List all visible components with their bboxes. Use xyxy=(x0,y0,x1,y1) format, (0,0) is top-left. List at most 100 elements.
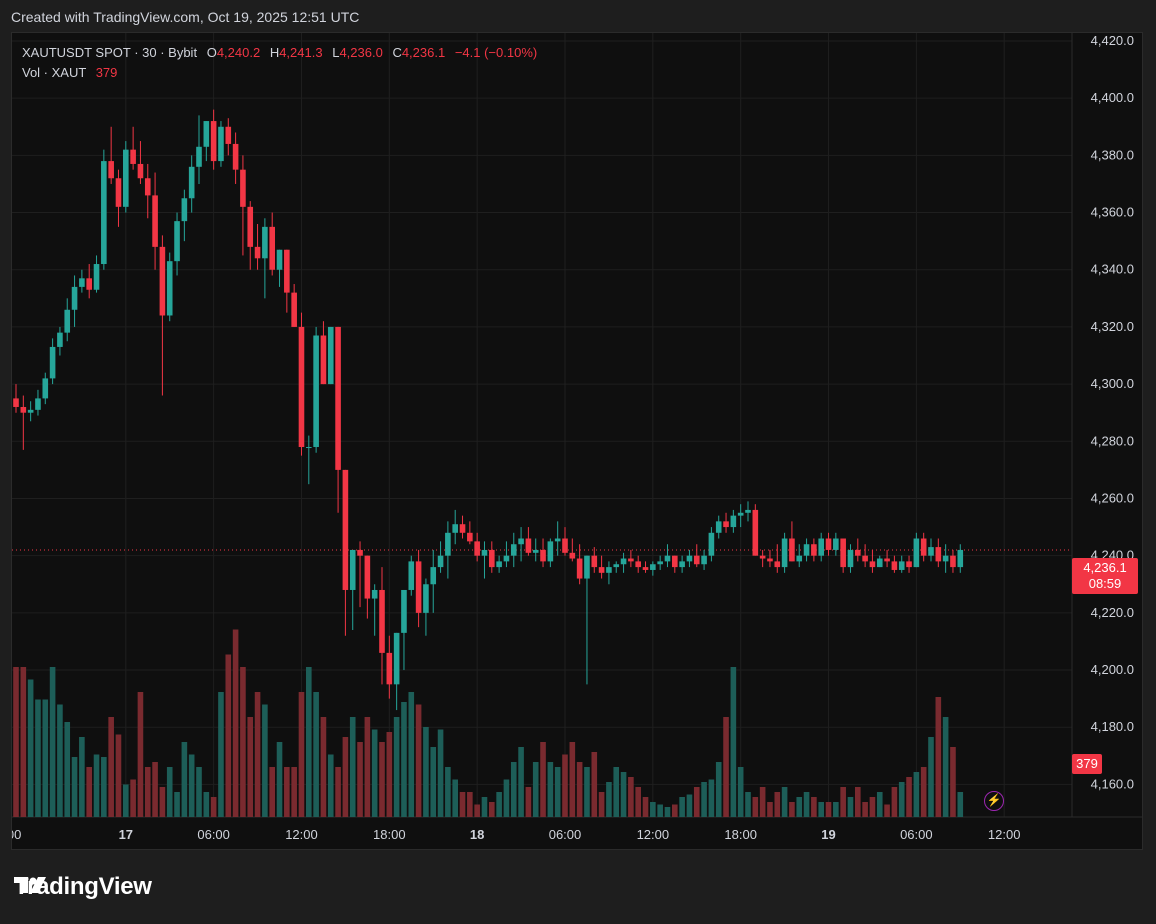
candle-body[interactable] xyxy=(188,166,195,199)
candle-body[interactable] xyxy=(672,555,678,568)
candle-body[interactable] xyxy=(876,558,883,568)
candle-body[interactable] xyxy=(833,538,839,550)
candle-body[interactable] xyxy=(569,552,576,559)
candle-body[interactable] xyxy=(93,264,100,290)
candle-body[interactable] xyxy=(576,558,583,579)
candle-body[interactable] xyxy=(767,558,773,562)
candle-body[interactable] xyxy=(774,561,781,568)
candle-body[interactable] xyxy=(49,346,56,379)
candle-body[interactable] xyxy=(327,326,334,385)
candle-body[interactable] xyxy=(664,555,671,562)
candle-body[interactable] xyxy=(789,538,795,562)
candle-body[interactable] xyxy=(101,161,107,265)
candle-body[interactable] xyxy=(686,555,693,562)
candle-body[interactable] xyxy=(803,544,810,556)
candle-body[interactable] xyxy=(137,163,144,179)
candle-body[interactable] xyxy=(745,509,751,513)
candle-body[interactable] xyxy=(657,561,663,565)
candle-body[interactable] xyxy=(430,567,437,585)
legend-vol-label[interactable]: Vol · XAUT xyxy=(22,65,87,80)
candle-body[interactable] xyxy=(13,398,19,407)
candlestick-chart[interactable]: 4,420.0 4,400.0 4,380.0 4,360.0 4,340.0 4,320… xyxy=(12,33,1142,849)
candle-body[interactable] xyxy=(474,541,480,556)
candle-body[interactable] xyxy=(452,524,458,533)
candle-body[interactable] xyxy=(284,249,290,293)
candle-body[interactable] xyxy=(540,549,546,562)
candle-body[interactable] xyxy=(313,335,319,448)
candle-body[interactable] xyxy=(781,538,788,568)
candle-body[interactable] xyxy=(210,121,217,162)
candle-body[interactable] xyxy=(445,532,451,556)
candle-body[interactable] xyxy=(730,515,737,528)
candle-body[interactable] xyxy=(262,226,268,259)
candle-body[interactable] xyxy=(898,561,905,570)
candle-body[interactable] xyxy=(467,532,473,542)
candle-body[interactable] xyxy=(79,278,85,287)
candle-body[interactable] xyxy=(232,143,239,170)
candle-body[interactable] xyxy=(503,555,510,562)
candle-body[interactable] xyxy=(415,561,422,613)
candle-body[interactable] xyxy=(928,547,934,556)
candle-body[interactable] xyxy=(379,589,385,653)
candle-body[interactable] xyxy=(855,549,861,556)
candle-body[interactable] xyxy=(298,326,305,448)
candle-body[interactable] xyxy=(606,567,612,573)
candle-body[interactable] xyxy=(869,561,876,568)
candle-body[interactable] xyxy=(862,555,868,562)
legend-symbol[interactable]: XAUTUSDT SPOT · 30 · Bybit xyxy=(22,45,198,60)
candle-body[interactable] xyxy=(920,538,927,556)
candle-body[interactable] xyxy=(715,521,722,533)
candle-body[interactable] xyxy=(825,538,832,550)
candle-body[interactable] xyxy=(393,632,400,685)
candle-body[interactable] xyxy=(562,538,568,553)
candle-body[interactable] xyxy=(386,652,393,685)
candle-body[interactable] xyxy=(86,278,92,290)
candle-body[interactable] xyxy=(840,538,846,568)
candle-body[interactable] xyxy=(942,555,949,562)
candle-body[interactable] xyxy=(166,261,173,316)
chart-panel[interactable]: 4,420.0 4,400.0 4,380.0 4,360.0 4,340.0 4,320… xyxy=(11,32,1143,850)
candle-body[interactable] xyxy=(364,555,371,599)
candle-body[interactable] xyxy=(510,544,517,556)
candle-body[interactable] xyxy=(518,538,524,545)
candle-body[interactable] xyxy=(811,544,817,556)
candle-body[interactable] xyxy=(650,564,656,570)
candle-body[interactable] xyxy=(818,538,824,556)
candle-body[interactable] xyxy=(335,326,341,470)
candle-body[interactable] xyxy=(913,538,920,568)
candle-body[interactable] xyxy=(71,286,78,310)
candle-body[interactable] xyxy=(613,564,620,568)
candle-body[interactable] xyxy=(57,332,63,347)
candle-body[interactable] xyxy=(320,335,327,385)
candle-body[interactable] xyxy=(496,561,502,568)
candle-body[interactable] xyxy=(108,161,114,179)
candle-body[interactable] xyxy=(123,149,129,207)
candle-body[interactable] xyxy=(276,249,283,270)
candle-body[interactable] xyxy=(42,378,49,399)
candle-body[interactable] xyxy=(423,584,429,613)
candle-body[interactable] xyxy=(306,447,312,449)
candle-body[interactable] xyxy=(737,512,744,516)
candle-body[interactable] xyxy=(635,561,641,568)
candle-body[interactable] xyxy=(489,549,495,568)
candle-body[interactable] xyxy=(115,178,122,207)
candle-body[interactable] xyxy=(196,146,202,167)
candle-body[interactable] xyxy=(693,555,700,565)
candle-body[interactable] xyxy=(752,509,759,556)
candle-body[interactable] xyxy=(525,538,532,553)
candle-body[interactable] xyxy=(35,398,41,410)
candle-body[interactable] xyxy=(935,547,942,562)
candle-body[interactable] xyxy=(957,549,964,568)
tradingview-brand[interactable]: TradingView xyxy=(14,873,152,901)
lightning-icon[interactable]: ⚡ xyxy=(984,791,1004,811)
candle-body[interactable] xyxy=(342,469,349,590)
candle-body[interactable] xyxy=(401,589,407,633)
candle-body[interactable] xyxy=(247,206,254,247)
candle-body[interactable] xyxy=(459,524,466,533)
candle-body[interactable] xyxy=(357,549,363,556)
candle-body[interactable] xyxy=(152,195,158,247)
candle-body[interactable] xyxy=(203,121,210,147)
candle-body[interactable] xyxy=(481,549,488,556)
candle-body[interactable] xyxy=(159,246,166,316)
candle-body[interactable] xyxy=(349,549,356,590)
